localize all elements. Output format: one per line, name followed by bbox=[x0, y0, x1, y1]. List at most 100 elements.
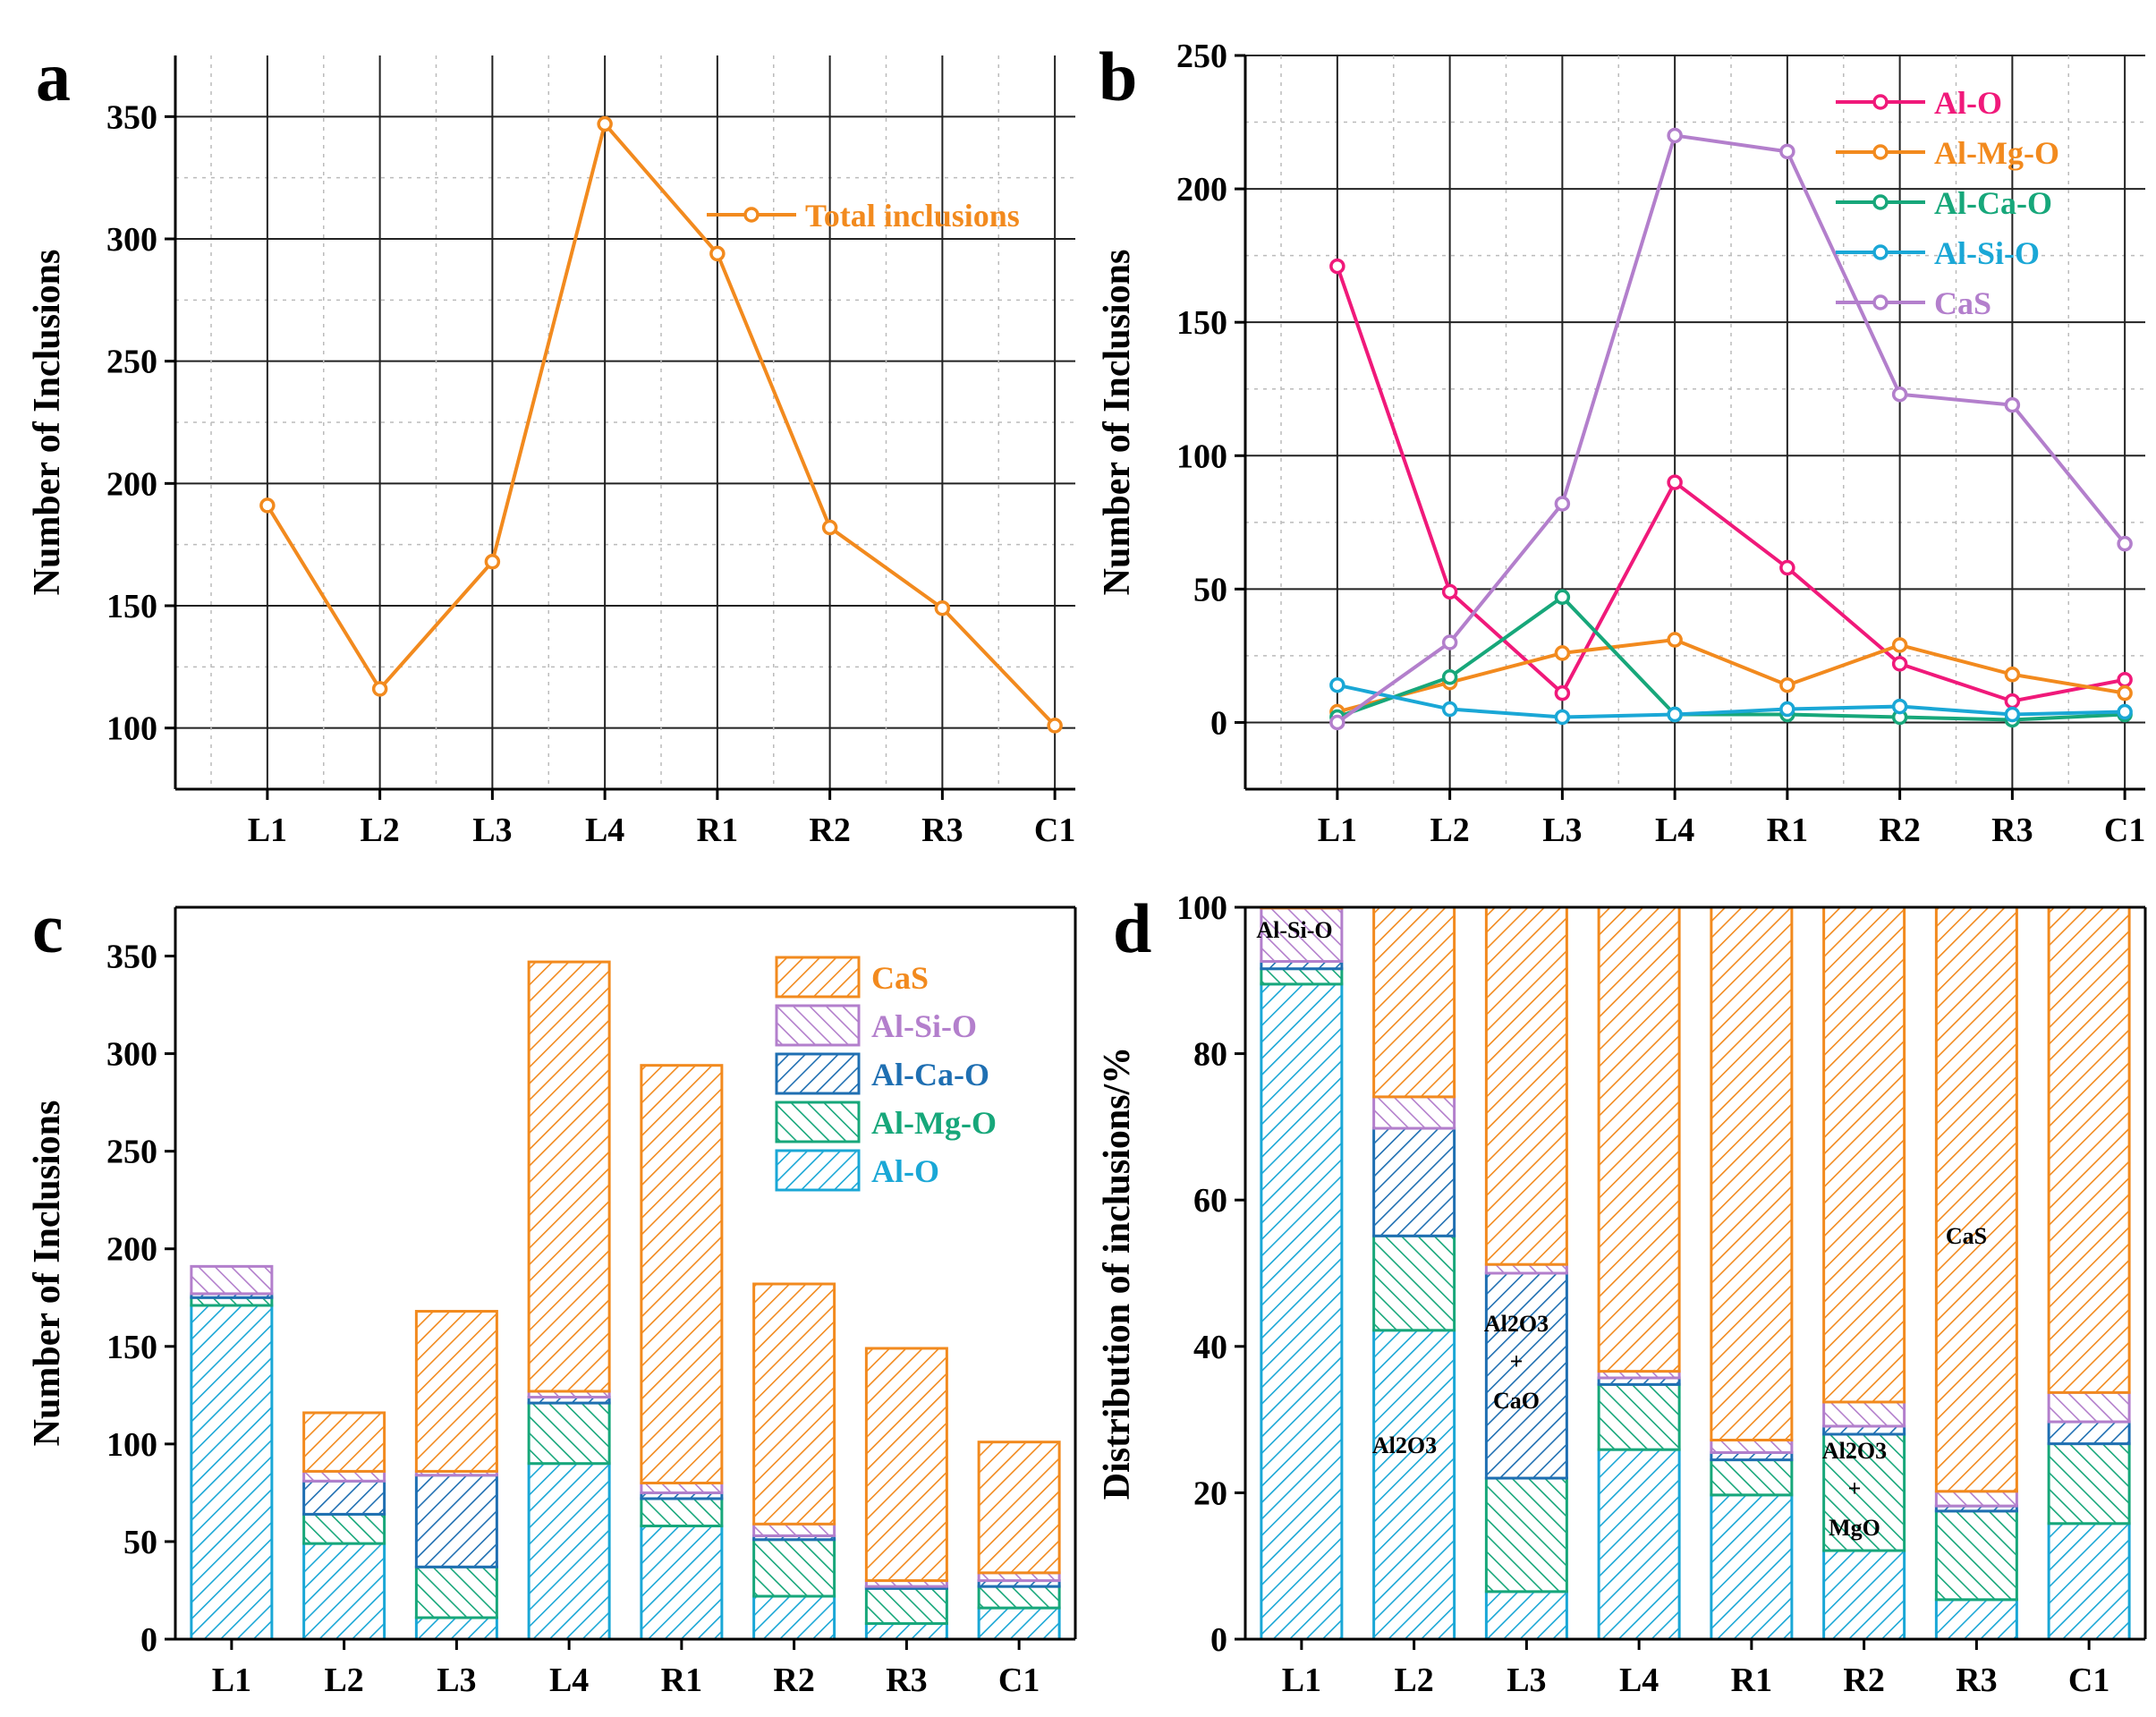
bar-segment-al-mg-o-l3 bbox=[1484, 1476, 1568, 1594]
point-al-o-l4 bbox=[1667, 474, 1683, 490]
panel-b-inclusion-types-line: 0 50 100 150 200 250 L1 L2 L3 L4 R1 R2 R3 C1 Number of… bbox=[1097, 38, 2145, 849]
y-tick-label: 150 bbox=[1176, 304, 1227, 342]
bar-stack-l2 bbox=[302, 1411, 386, 1641]
legend-swatch-marker bbox=[1872, 94, 1889, 110]
legend-item-al-si-o: Al-Si-O bbox=[775, 1004, 977, 1047]
y-tick-label: 300 bbox=[106, 221, 157, 259]
bar-segment-al-si-o-r2 bbox=[752, 1522, 836, 1537]
y-tick-label: 350 bbox=[106, 98, 157, 136]
legend-item-al-si-o: Al-Si-O bbox=[1836, 235, 2040, 271]
bar-segment-al-si-o-l2 bbox=[1372, 1095, 1456, 1130]
axes: 100 150 200 250 300 350 L1 L2 L3 L4 R1 R2 R3 C1 Number… bbox=[27, 55, 1075, 849]
bar-segment-al-mg-o-l4 bbox=[1597, 1382, 1681, 1451]
bar-segment-al-si-o-l1 bbox=[1260, 906, 1344, 964]
bar-stack-l4 bbox=[1597, 905, 1681, 1641]
legend-item-al-mg-o: Al-Mg-O bbox=[775, 1101, 997, 1143]
bar-segment-cas-l3 bbox=[1484, 905, 1568, 1266]
point-al-o-l1 bbox=[1329, 258, 1345, 275]
point-al-si-o-c1 bbox=[2117, 703, 2133, 720]
point-al-o-l3 bbox=[1554, 684, 1571, 701]
bar-stack-l3 bbox=[414, 1310, 498, 1641]
bar-stack-l4 bbox=[527, 960, 611, 1641]
bar-segment-cas-r2 bbox=[752, 1282, 836, 1526]
legend-label: Al-Ca-O bbox=[871, 1057, 989, 1092]
legend-label: Al-Ca-O bbox=[1934, 185, 2052, 221]
bar-segment-al-mg-o-l3 bbox=[414, 1565, 498, 1619]
legend-swatch-marker bbox=[1872, 194, 1889, 210]
legend-label: Al-Mg-O bbox=[871, 1105, 997, 1141]
point-al-o-r2 bbox=[1891, 656, 1908, 672]
y-tick-label: 100 bbox=[106, 1426, 157, 1464]
legend-item-al-ca-o: Al-Ca-O bbox=[775, 1052, 989, 1095]
bar-segment-al-ca-o-l2 bbox=[302, 1479, 386, 1516]
bar-segment-cas-r2 bbox=[1822, 905, 1906, 1404]
bar-segment-al-mg-o-l2 bbox=[302, 1512, 386, 1545]
annotation-al2o3-cao-top: Al2O3 bbox=[1484, 1311, 1549, 1337]
y-tick-label: 50 bbox=[123, 1524, 157, 1561]
axes: 0 50 100 150 200 250 L1 L2 L3 L4 R1 R2 R3 C1 Number of… bbox=[1097, 38, 2145, 849]
panel-c-stacked-counts: 0 50 100 150 200 250 300 350 L1 L2 L3 L4 R1 R2 R3 C1 Num… bbox=[27, 905, 1077, 1699]
bar-segment-al-o-r1 bbox=[640, 1524, 724, 1641]
legend-swatch bbox=[775, 956, 861, 999]
bar-segment-al-o-l4 bbox=[527, 1462, 611, 1641]
legend-item-cas: CaS bbox=[775, 956, 929, 999]
point-al-mg-o-c1 bbox=[2117, 684, 2133, 701]
bar-segment-al-mg-o-r3 bbox=[1934, 1509, 2018, 1602]
bar-segment-al-si-o-r2 bbox=[1822, 1400, 1906, 1428]
point-al-o-c1 bbox=[2117, 671, 2133, 688]
legend-item-total-inclusions: Total inclusions bbox=[707, 198, 1020, 234]
legend-swatch bbox=[775, 1052, 861, 1095]
bar-segment-al-o-l2 bbox=[1372, 1329, 1456, 1641]
series-al-mg-o bbox=[1329, 632, 2133, 720]
point-total-inclusions-l1 bbox=[259, 497, 276, 514]
legend-label: Al-Mg-O bbox=[1934, 135, 2059, 171]
series-line-al-ca-o bbox=[1337, 594, 2126, 722]
x-tick-label-l2: L2 bbox=[324, 1662, 363, 1699]
point-cas-l3 bbox=[1554, 496, 1571, 512]
bar-segment-al-o-l2 bbox=[302, 1542, 386, 1641]
panel-letter-c: c bbox=[32, 889, 64, 967]
legend-item-al-o: Al-O bbox=[1836, 85, 2002, 121]
bar-segment-al-mg-o-r3 bbox=[864, 1586, 948, 1626]
point-al-mg-o-r3 bbox=[2004, 667, 2021, 683]
y-tick-label: 0 bbox=[1210, 704, 1227, 742]
bar-segment-al-mg-o-c1 bbox=[977, 1585, 1061, 1610]
x-tick-label-l4: L4 bbox=[1655, 812, 1694, 849]
x-tick-label-r1: R1 bbox=[1767, 812, 1808, 849]
bar-segment-al-si-o-c1 bbox=[2047, 1390, 2131, 1424]
bar-segment-al-o-c1 bbox=[977, 1606, 1061, 1641]
bar-segment-al-mg-o-r1 bbox=[1710, 1458, 1794, 1497]
point-al-mg-o-r2 bbox=[1891, 637, 1908, 653]
point-cas-l1 bbox=[1329, 714, 1345, 731]
bar-segment-al-ca-o-c1 bbox=[2047, 1420, 2131, 1446]
x-tick-label-l4: L4 bbox=[549, 1662, 589, 1699]
bar-segment-al-o-r2 bbox=[752, 1594, 836, 1641]
y-tick-label: 200 bbox=[1176, 171, 1227, 208]
axes: 0 20 40 60 80 100 L1 L2 L3 L4 R1 R2 R3 C1 Distribution… bbox=[1097, 889, 2147, 1699]
y-axis-title: Number of Inclusions bbox=[27, 1101, 68, 1447]
bar-segment-cas-l4 bbox=[527, 960, 611, 1393]
x-tick-label-l3: L3 bbox=[472, 812, 512, 849]
point-al-o-r3 bbox=[2004, 693, 2021, 710]
point-total-inclusions-l2 bbox=[371, 681, 388, 697]
y-axis-title: Number of Inclusions bbox=[27, 250, 68, 596]
series-line-al-mg-o bbox=[1337, 637, 2126, 714]
bar-stack-l2 bbox=[1372, 905, 1456, 1641]
point-total-inclusions-r2 bbox=[821, 519, 838, 536]
point-total-inclusions-l3 bbox=[484, 554, 501, 570]
bar-segment-al-si-o-l2 bbox=[302, 1469, 386, 1483]
legend-swatch-marker bbox=[743, 207, 760, 223]
bar-segment-al-mg-o-r1 bbox=[640, 1497, 724, 1527]
bar-stack-r3 bbox=[1934, 905, 2018, 1641]
x-tick-label-l3: L3 bbox=[437, 1662, 476, 1699]
point-al-si-o-r3 bbox=[2004, 706, 2021, 723]
bar-segment-al-mg-o-r2 bbox=[752, 1538, 836, 1598]
bar-segment-al-mg-o-r2 bbox=[1822, 1432, 1906, 1552]
x-tick-label-r3: R3 bbox=[921, 812, 963, 849]
y-tick-label: 250 bbox=[106, 1134, 157, 1171]
x-tick-label-l3: L3 bbox=[1542, 812, 1582, 849]
panel-d-stacked-distribution: 0 20 40 60 80 100 L1 L2 L3 L4 R1 R2 R3 C1 Distribution… bbox=[1097, 889, 2147, 1699]
x-tick-label-l1: L1 bbox=[1318, 812, 1357, 849]
y-tick-label: 150 bbox=[106, 588, 157, 625]
